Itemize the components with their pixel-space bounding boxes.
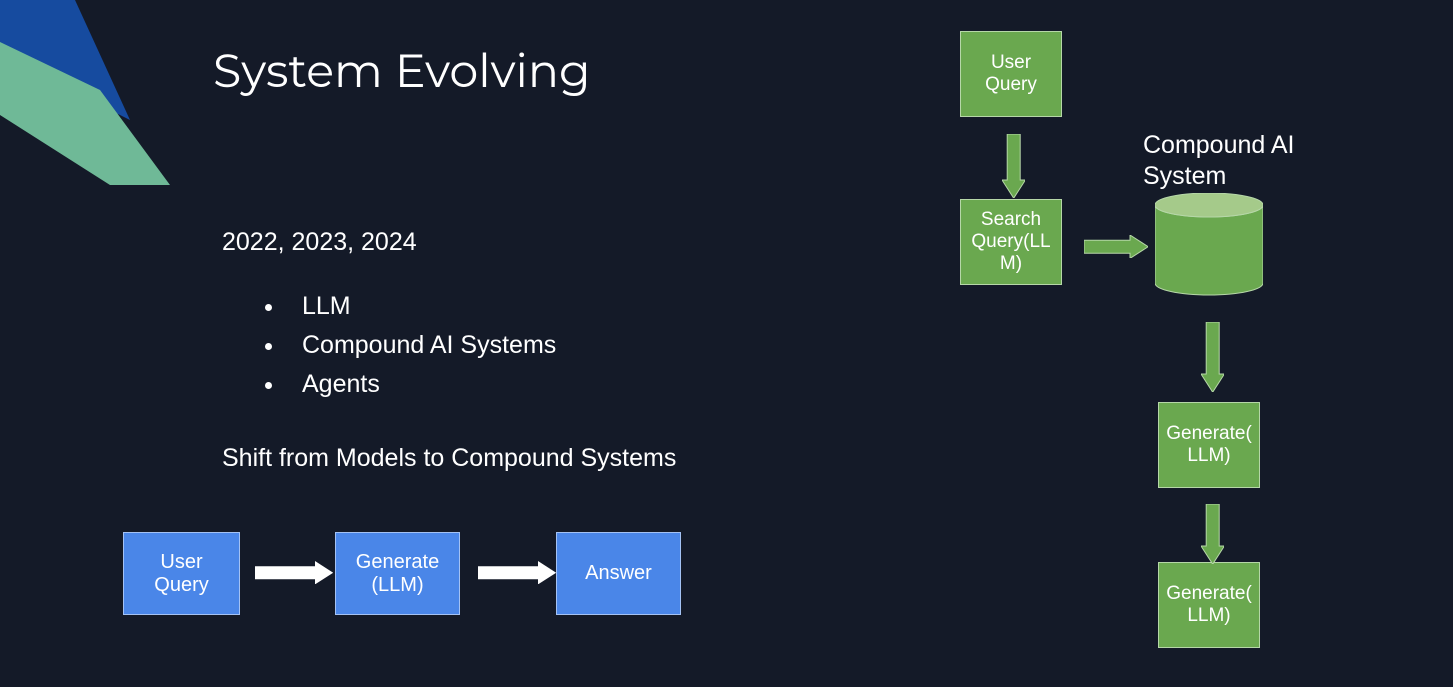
database-icon — [1155, 193, 1263, 307]
blue-box-answer: Answer — [556, 532, 681, 615]
bullet-item: Compound AI Systems — [286, 331, 556, 360]
arrow-g-search-query-to-cylinder — [1084, 235, 1148, 258]
arrow-generate-llm-to-answer — [478, 561, 556, 584]
green-box-g-user-query: User Query — [960, 31, 1062, 117]
shift-caption: Shift from Models to Compound Systems — [222, 444, 676, 473]
blue-box-user-query: User Query — [123, 532, 240, 615]
years-line: 2022, 2023, 2024 — [222, 228, 417, 257]
arrow-user-query-to-generate-llm — [255, 561, 333, 584]
bullet-list: LLM Compound AI Systems Agents — [286, 292, 556, 409]
deco-blue-poly — [0, 0, 130, 120]
blue-box-generate-llm: Generate (LLM) — [335, 532, 460, 615]
green-box-g-generate-1: Generate( LLM) — [1158, 402, 1260, 488]
bullet-item: LLM — [286, 292, 556, 321]
slide-root: System Evolving 2022, 2023, 2024 LLM Comp… — [0, 0, 1453, 687]
deco-teal-poly — [0, 42, 170, 185]
arrow-g-user-query-to-g-search-query — [1002, 134, 1025, 198]
slide-title: System Evolving — [213, 42, 590, 99]
arrow-g-generate-1-to-g-generate-2 — [1201, 504, 1224, 564]
bullet-item: Agents — [286, 370, 556, 399]
green-box-g-generate-2: Generate( LLM) — [1158, 562, 1260, 648]
arrow-cylinder-to-g-generate-1 — [1201, 322, 1224, 392]
corner-decoration — [0, 0, 200, 200]
green-box-g-search-query: Search Query(LL M) — [960, 199, 1062, 285]
compound-ai-label: Compound AI System — [1143, 130, 1295, 193]
